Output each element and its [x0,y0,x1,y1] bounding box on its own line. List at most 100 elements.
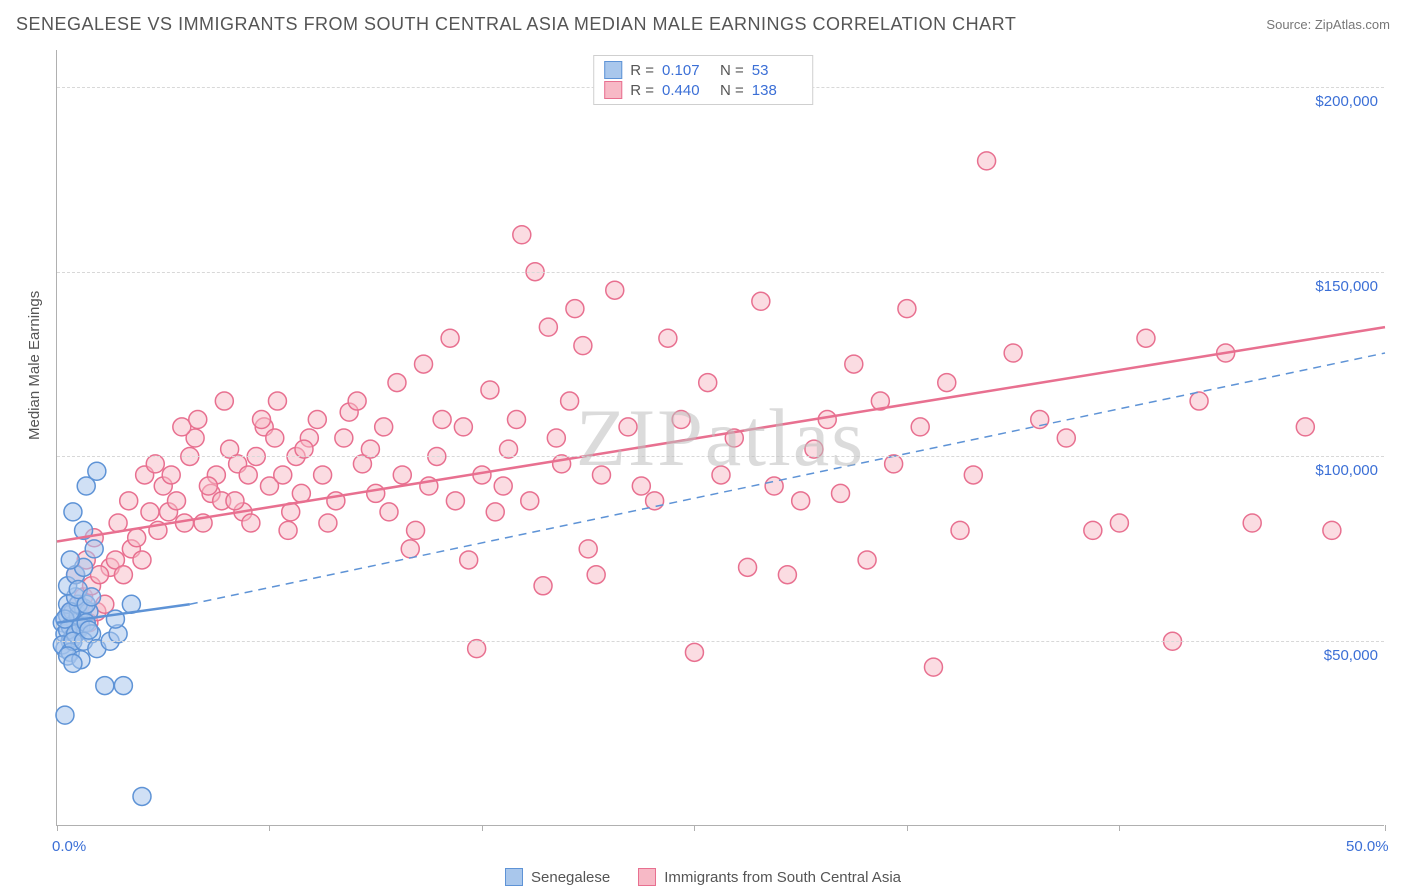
data-point-sca [752,292,770,310]
gridline-h [57,272,1384,273]
data-point-sca [579,540,597,558]
legend-item-senegalese: Senegalese [505,868,610,886]
data-point-sca [292,484,310,502]
data-point-sca [468,640,486,658]
data-point-senegalese [114,677,132,695]
chart-svg [57,50,1384,825]
data-point-sca [592,466,610,484]
data-point-sca [885,455,903,473]
data-point-sca [672,411,690,429]
data-point-sca [253,411,271,429]
data-point-sca [375,418,393,436]
data-point-sca [266,429,284,447]
x-tick [269,825,270,831]
data-point-sca [561,392,579,410]
r-value-sca: 0.440 [662,82,712,99]
x-tick [1119,825,1120,831]
data-point-senegalese [96,677,114,695]
plot-area: ZIPatlas [56,50,1384,826]
data-point-sca [388,374,406,392]
data-point-sca [938,374,956,392]
data-point-sca [911,418,929,436]
data-point-sca [685,643,703,661]
swatch-senegalese [505,868,523,886]
data-point-sca [587,566,605,584]
data-point-sca [500,440,518,458]
n-label: N = [720,62,744,79]
data-point-sca [189,411,207,429]
data-point-sca [712,466,730,484]
y-tick-label: $50,000 [1324,647,1378,664]
data-point-sca [521,492,539,510]
gridline-h [57,456,1384,457]
x-tick-label: 0.0% [52,838,86,855]
data-point-sca [295,440,313,458]
data-point-sca [141,503,159,521]
data-point-senegalese [61,551,79,569]
data-point-sca [574,337,592,355]
legend-series: Senegalese Immigrants from South Central… [505,868,901,886]
data-point-senegalese [83,588,101,606]
data-point-sca [367,484,385,502]
legend-row-sca: R = 0.440 N = 138 [604,80,802,100]
y-tick-label: $200,000 [1315,93,1378,110]
data-point-sca [778,566,796,584]
data-point-sca [335,429,353,447]
data-point-sca [481,381,499,399]
data-point-sca [1110,514,1128,532]
data-point-sca [162,466,180,484]
data-point-sca [460,551,478,569]
data-point-sca [805,440,823,458]
legend-item-sca: Immigrants from South Central Asia [638,868,901,886]
data-point-sca [513,226,531,244]
data-point-sca [274,466,292,484]
data-point-sca [441,329,459,347]
data-point-sca [361,440,379,458]
data-point-sca [380,503,398,521]
x-tick-label: 50.0% [1346,838,1389,855]
n-label: N = [720,82,744,99]
data-point-sca [1137,329,1155,347]
x-tick [57,825,58,831]
swatch-senegalese [604,61,622,79]
gridline-h [57,641,1384,642]
x-tick [907,825,908,831]
data-point-sca [534,577,552,595]
data-point-sca [507,411,525,429]
data-point-sca [146,455,164,473]
data-point-sca [951,521,969,539]
legend-label-sca: Immigrants from South Central Asia [664,869,901,886]
data-point-sca [319,514,337,532]
data-point-senegalese [80,621,98,639]
data-point-sca [1084,521,1102,539]
data-point-sca [215,392,233,410]
data-point-sca [415,355,433,373]
x-tick [694,825,695,831]
data-point-sca [199,477,217,495]
data-point-sca [393,466,411,484]
data-point-sca [314,466,332,484]
data-point-senegalese [85,540,103,558]
data-point-senegalese [64,503,82,521]
data-point-sca [632,477,650,495]
data-point-senegalese [64,654,82,672]
data-point-sca [547,429,565,447]
y-axis-label: Median Male Earnings [26,291,43,440]
data-point-sca [1190,392,1208,410]
data-point-senegalese [88,462,106,480]
data-point-sca [120,492,138,510]
data-point-sca [898,300,916,318]
source-label: Source: [1266,17,1311,32]
data-point-sca [699,374,717,392]
data-point-sca [858,551,876,569]
chart-title: SENEGALESE VS IMMIGRANTS FROM SOUTH CENT… [16,14,1016,35]
data-point-sca [792,492,810,510]
data-point-sca [407,521,425,539]
r-label: R = [630,82,654,99]
swatch-sca [638,868,656,886]
data-point-sca [964,466,982,484]
data-point-sca [242,514,260,532]
data-point-senegalese [133,787,151,805]
x-tick [1385,825,1386,831]
data-point-sca [308,411,326,429]
